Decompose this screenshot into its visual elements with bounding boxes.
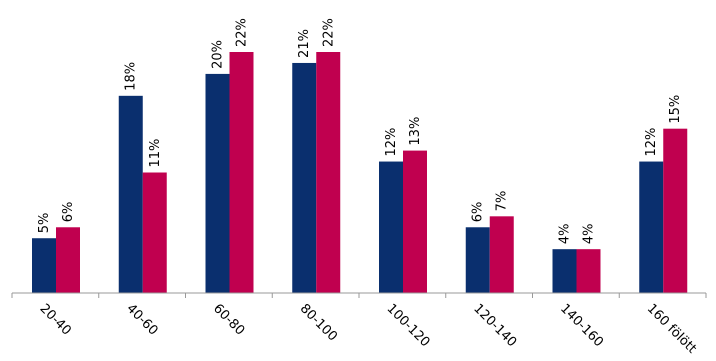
bar-series-2-40-60 xyxy=(142,172,167,293)
bar-series-1-40-60 xyxy=(118,95,143,294)
bar-series-1-100-120 xyxy=(379,161,403,293)
bars-group xyxy=(32,52,688,294)
value-label: 21% xyxy=(297,29,312,58)
bar-series-1-60-80 xyxy=(205,73,230,293)
value-label: 7% xyxy=(495,191,510,212)
bar-series-1-80-100 xyxy=(292,62,317,293)
bar-series-1-140-160 xyxy=(552,249,577,293)
x-ticks-group xyxy=(11,293,707,298)
category-label: 80-100 xyxy=(297,301,340,344)
bar-series-2-80-100 xyxy=(316,52,341,293)
value-label: 4% xyxy=(582,224,597,245)
value-label: 13% xyxy=(408,117,423,146)
value-label: 4% xyxy=(558,224,573,245)
bar-series-2-140-160 xyxy=(576,249,601,293)
category-label: 140-160 xyxy=(557,301,606,350)
value-labels-group: 5% 6% 18% 11% 20% 22% 21% 22% 12% 13% 6% 7% 4% 4% 12% 1… xyxy=(37,18,683,244)
value-label: 6% xyxy=(61,202,76,223)
category-label: 120-140 xyxy=(470,301,519,350)
bar-series-2-20-40 xyxy=(56,227,80,293)
bar-series-1-20-40 xyxy=(32,238,56,293)
category-label: 40-60 xyxy=(123,301,160,338)
category-label: 100-120 xyxy=(384,301,433,350)
value-label: 12% xyxy=(384,128,399,157)
category-label: 60-80 xyxy=(210,301,247,338)
value-label: 22% xyxy=(235,18,250,47)
category-label: 160 fölött xyxy=(644,301,699,356)
bar-series-2-60-80 xyxy=(229,52,254,293)
value-label: 12% xyxy=(644,128,659,157)
bar-series-2-100-120 xyxy=(403,150,427,293)
value-label: 11% xyxy=(148,139,163,168)
value-label: 22% xyxy=(321,18,336,47)
category-labels-group: 20-40 40-60 60-80 80-100 100-120 120-140 140-1… xyxy=(37,301,700,356)
bar-series-1-120-140 xyxy=(465,227,490,293)
value-label: 15% xyxy=(668,95,683,124)
bar-series-2-160-fölött xyxy=(663,128,688,293)
bar-series-1-160-fölött xyxy=(639,161,664,293)
value-label: 18% xyxy=(124,62,139,91)
bar-series-2-120-140 xyxy=(489,216,514,293)
value-label: 6% xyxy=(471,202,486,223)
value-label: 5% xyxy=(37,213,52,234)
value-label: 20% xyxy=(211,40,226,69)
category-label: 20-40 xyxy=(37,301,74,338)
